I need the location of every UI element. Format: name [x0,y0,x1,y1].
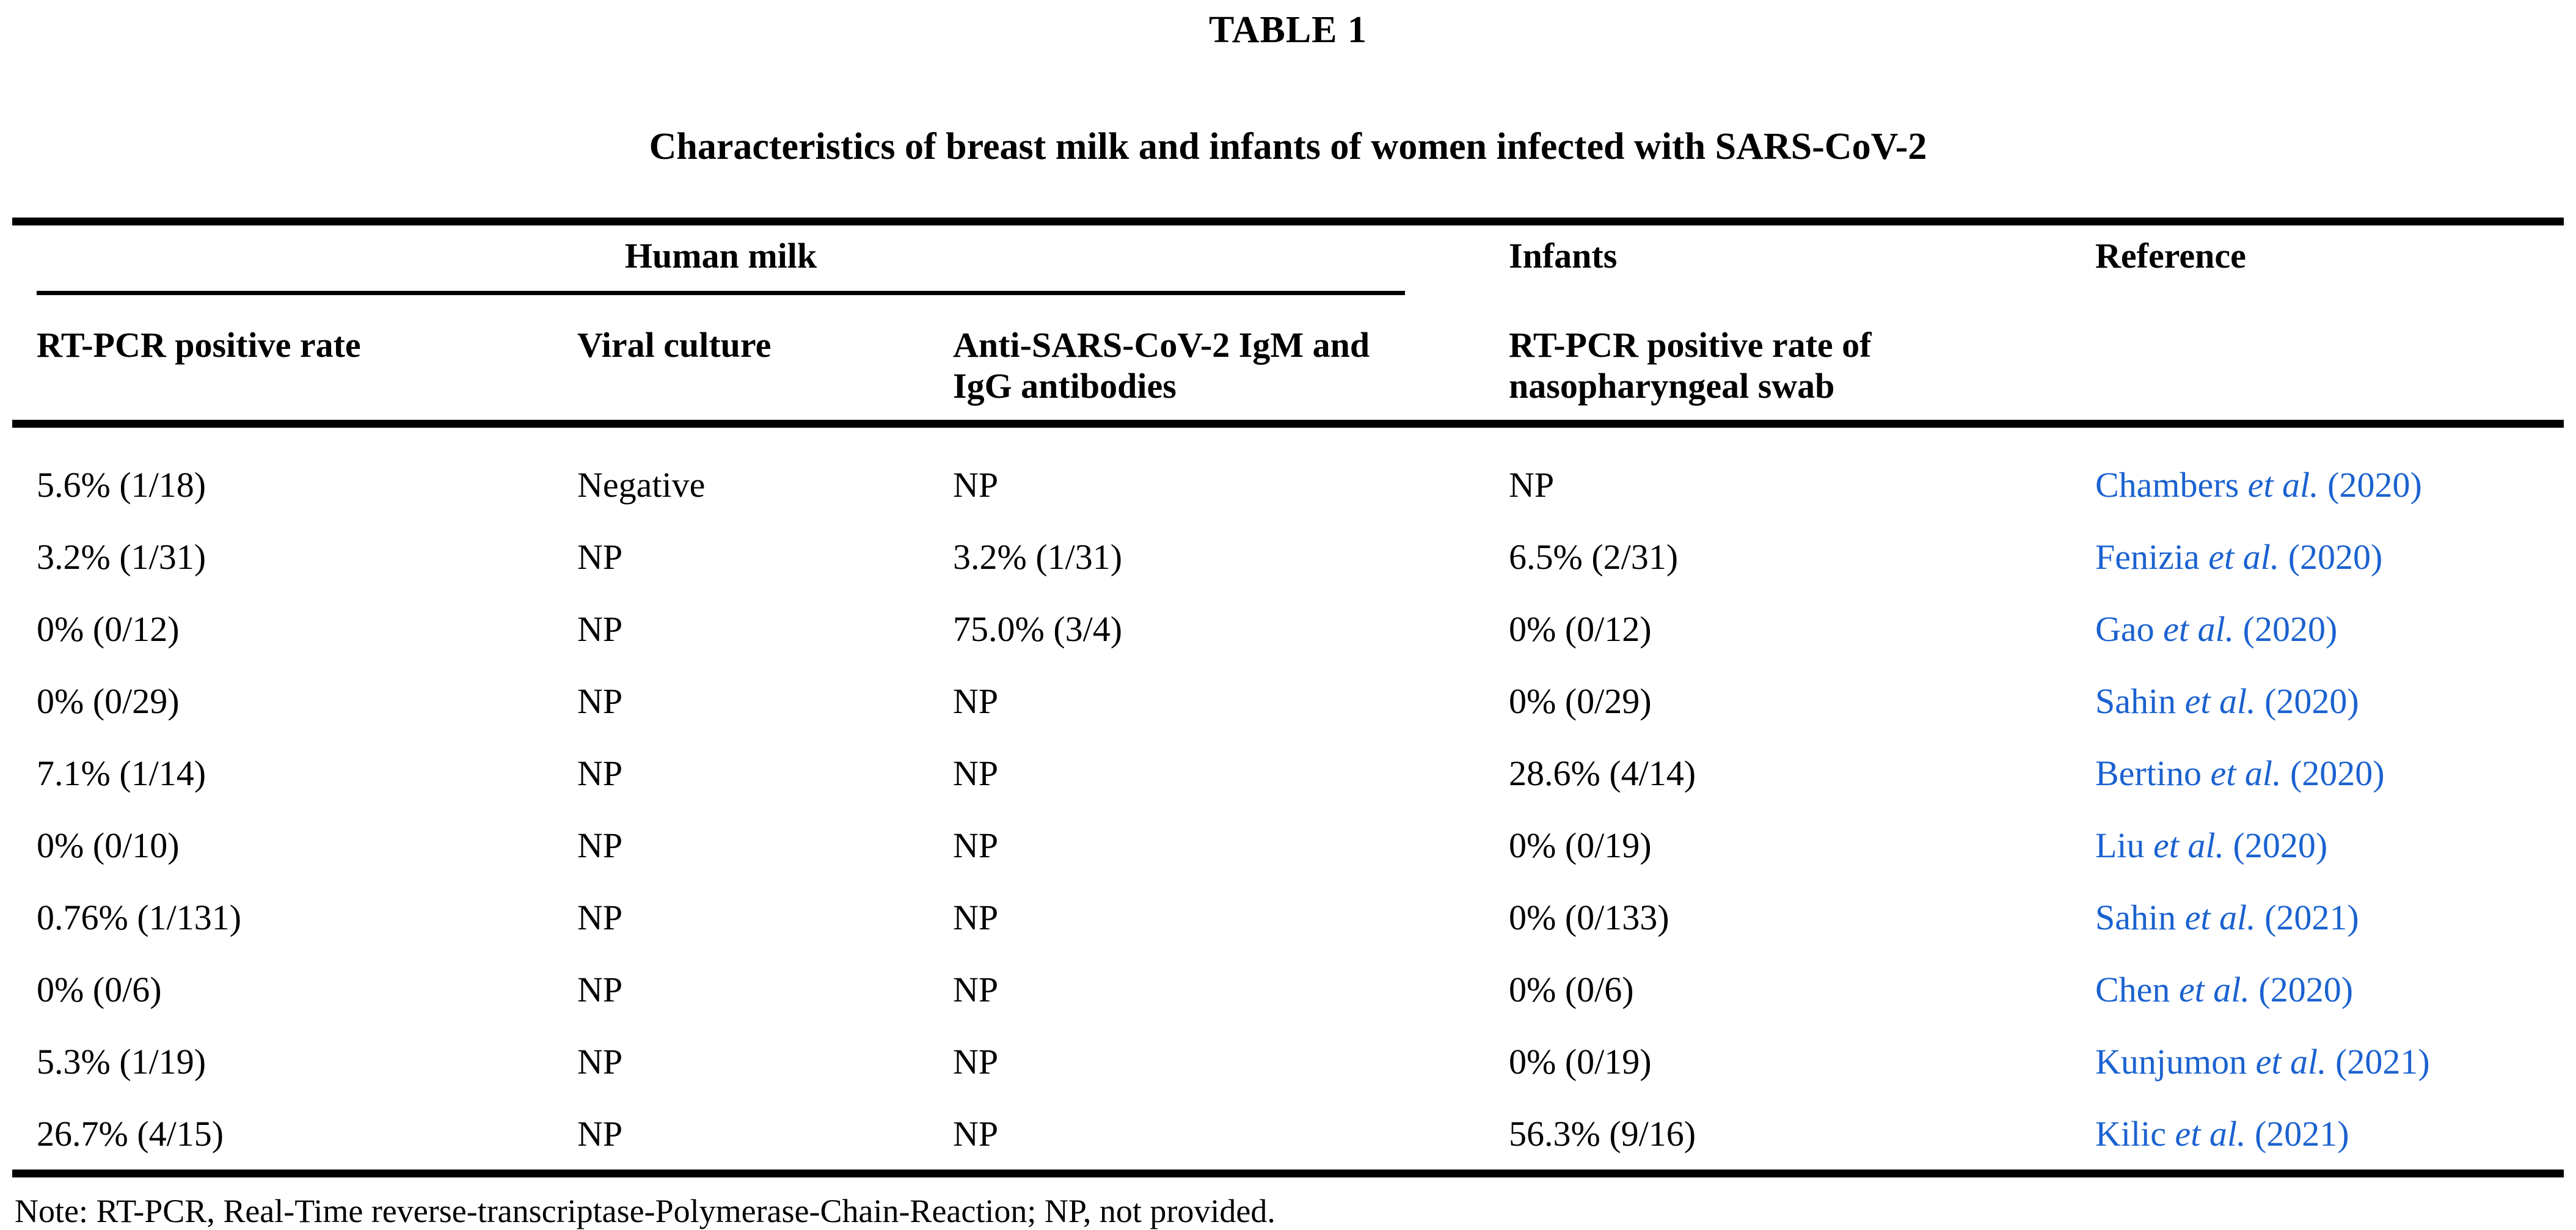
reference-link[interactable]: Sahin et al. (2020) [2095,681,2359,721]
infant-pcr-cell: 28.6% (4/14) [1509,753,1696,793]
viral-culture-cell: NP [577,1114,623,1154]
infant-pcr-cell: 0% (0/12) [1509,609,1652,649]
infant-pcr-cell: 0% (0/6) [1509,970,1634,1009]
milk-pcr-cell: 0% (0/12) [37,609,180,649]
characteristics-table: Human milk Infants Reference RT-PCR posi… [12,218,2564,1177]
milk-pcr-cell: 5.6% (1/18) [37,465,206,505]
infant-pcr-cell: 0% (0/19) [1509,825,1652,865]
infant-pcr-cell: 6.5% (2/31) [1509,537,1679,577]
reference-cell: Chen et al. (2020) [2095,953,2564,1025]
reference-link[interactable]: Bertino et al. (2020) [2095,753,2385,793]
infant-pcr-cell: 0% (0/133) [1509,898,1669,937]
group-header-human-milk-label: Human milk [37,235,1405,295]
milk-pcr-cell: 3.2% (1/31) [37,537,206,577]
viral-culture-cell: NP [577,753,623,793]
antibodies-cell: NP [953,681,999,721]
antibodies-cell: NP [953,465,999,505]
table-row: 0.76% (1/131) NP NP 0% (0/133) Sahin et … [12,881,2564,953]
reference-link[interactable]: Kilic et al. (2021) [2095,1114,2349,1154]
antibodies-cell: NP [953,1114,999,1154]
milk-pcr-cell: 26.7% (4/15) [37,1114,224,1154]
group-header-infants: Infants [1509,236,1618,276]
reference-link[interactable]: Chen et al. (2020) [2095,970,2354,1009]
antibodies-cell: NP [953,1042,999,1082]
viral-culture-cell: NP [577,970,623,1009]
table-row: 5.3% (1/19) NP NP 0% (0/19) Kunjumon et … [12,1025,2564,1097]
antibodies-cell: 3.2% (1/31) [953,537,1123,577]
milk-pcr-cell: 0% (0/10) [37,825,180,865]
reference-link[interactable]: Fenizia et al. (2020) [2095,537,2383,577]
table-row: 3.2% (1/31) NP 3.2% (1/31) 6.5% (2/31) F… [12,521,2564,593]
milk-pcr-cell: 0.76% (1/131) [37,898,242,937]
table-row: 26.7% (4/15) NP NP 56.3% (9/16) Kilic et… [12,1097,2564,1174]
table-caption: Characteristics of breast milk and infan… [649,126,1927,167]
reference-cell: Gao et al. (2020) [2095,593,2564,665]
table-row: 0% (0/6) NP NP 0% (0/6) Chen et al. (202… [12,953,2564,1025]
reference-cell: Kilic et al. (2021) [2095,1097,2564,1174]
reference-cell: Bertino et al. (2020) [2095,737,2564,809]
table-row: 0% (0/10) NP NP 0% (0/19) Liu et al. (20… [12,809,2564,881]
reference-link[interactable]: Gao et al. (2020) [2095,609,2338,649]
viral-culture-cell: NP [577,1042,623,1082]
column-header-viral-culture: Viral culture [577,295,953,428]
reference-link[interactable]: Kunjumon et al. (2021) [2095,1042,2430,1082]
reference-link[interactable]: Sahin et al. (2021) [2095,898,2359,937]
milk-pcr-cell: 0% (0/29) [37,681,180,721]
table-row: 0% (0/29) NP NP 0% (0/29) Sahin et al. (… [12,665,2564,737]
milk-pcr-cell: 5.3% (1/19) [37,1042,206,1082]
viral-culture-cell: NP [577,898,623,937]
column-header-infant-pcr: RT-PCR positive rate of nasopharyngeal s… [1509,295,2095,428]
table-row: 5.6% (1/18) Negative NP NP Chambers et a… [12,424,2564,521]
antibodies-cell: NP [953,825,999,865]
reference-cell: Fenizia et al. (2020) [2095,521,2564,593]
antibodies-cell: NP [953,970,999,1009]
reference-cell: Sahin et al. (2020) [2095,665,2564,737]
antibodies-cell: NP [953,898,999,937]
column-header-row: RT-PCR positive rate Viral culture Anti-… [12,295,2564,428]
table-footnote: Note: RT-PCR, Real-Time reverse-transcri… [15,1193,1275,1229]
table-row: 0% (0/12) NP 75.0% (3/4) 0% (0/12) Gao e… [12,593,2564,665]
column-header-milk-pcr: RT-PCR positive rate [12,295,577,428]
reference-cell: Liu et al. (2020) [2095,809,2564,881]
milk-pcr-cell: 0% (0/6) [37,970,162,1009]
column-header-empty [2095,295,2564,428]
group-header-row: Human milk Infants Reference [12,222,2564,295]
group-header-reference: Reference [2095,236,2246,276]
column-header-antibodies: Anti-SARS-CoV-2 IgM and IgG antibodies [953,295,1509,428]
table-row: 7.1% (1/14) NP NP 28.6% (4/14) Bertino e… [12,737,2564,809]
reference-link[interactable]: Liu et al. (2020) [2095,825,2328,865]
reference-cell: Sahin et al. (2021) [2095,881,2564,953]
viral-culture-cell: NP [577,681,623,721]
infant-pcr-cell: 0% (0/29) [1509,681,1652,721]
table-label: TABLE 1 [1208,9,1368,51]
infant-pcr-cell: 0% (0/19) [1509,1042,1652,1082]
infant-pcr-cell: 56.3% (9/16) [1509,1114,1696,1154]
infant-pcr-cell: NP [1509,465,1555,505]
antibodies-cell: 75.0% (3/4) [953,609,1123,649]
reference-cell: Kunjumon et al. (2021) [2095,1025,2564,1097]
antibodies-cell: NP [953,753,999,793]
viral-culture-cell: NP [577,825,623,865]
viral-culture-cell: NP [577,609,623,649]
reference-link[interactable]: Chambers et al. (2020) [2095,465,2422,505]
viral-culture-cell: Negative [577,465,706,505]
milk-pcr-cell: 7.1% (1/14) [37,753,206,793]
viral-culture-cell: NP [577,537,623,577]
reference-cell: Chambers et al. (2020) [2095,424,2564,521]
group-header-human-milk: Human milk [12,222,1509,295]
